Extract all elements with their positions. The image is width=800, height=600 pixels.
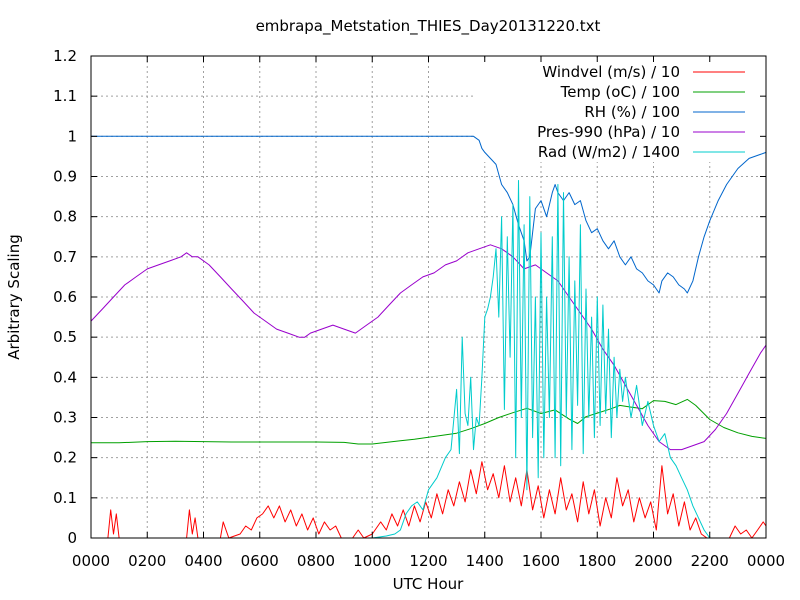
x-tick-label: 1600 xyxy=(522,552,560,570)
legend-label-temp: Temp (oC) / 100 xyxy=(560,83,680,101)
series-lines xyxy=(90,135,767,539)
y-tick-label: 0.6 xyxy=(53,288,77,306)
y-axis-title: Arbitrary Scaling xyxy=(5,234,23,360)
series-line-windvel xyxy=(91,461,767,539)
chart-title: embrapa_Metstation_THIES_Day20131220.txt xyxy=(256,17,601,36)
y-tick-label: 0.8 xyxy=(53,208,77,226)
series-line-pres990 xyxy=(90,244,767,451)
series-line-temp xyxy=(91,398,767,445)
legend-label-rad: Rad (W/m2) / 1400 xyxy=(538,143,680,161)
y-tick-label: 0.2 xyxy=(53,449,77,467)
x-tick-label: 0600 xyxy=(241,552,279,570)
x-tick-label: 1400 xyxy=(466,552,504,570)
y-tick-label: 0.5 xyxy=(53,328,77,346)
x-tick-label: 1000 xyxy=(353,552,391,570)
series-line-rad xyxy=(91,180,766,539)
x-tick-label: 0400 xyxy=(184,552,222,570)
x-axis-ticks: 0000 0200 0400 0600 0800 1000 1200 1400 1600 1800… xyxy=(72,56,785,570)
x-tick-label: 1200 xyxy=(409,552,447,570)
x-axis-title: UTC Hour xyxy=(393,575,464,593)
legend-label-pres990: Pres-990 (hPa) / 10 xyxy=(537,123,680,141)
y-tick-label: 1 xyxy=(67,127,77,145)
y-tick-label: 1.1 xyxy=(53,87,77,105)
x-tick-label: 0000 xyxy=(72,552,110,570)
y-tick-label: 0.4 xyxy=(53,368,77,386)
legend: Windvel (m/s) / 10 Temp (oC) / 100 RH (%) … xyxy=(537,63,745,161)
legend-label-rh: RH (%) / 100 xyxy=(584,103,680,121)
y-tick-label: 0.9 xyxy=(53,168,77,186)
x-tick-label: 0800 xyxy=(297,552,335,570)
series-line-rh xyxy=(91,135,767,294)
y-tick-label: 0 xyxy=(67,529,77,547)
x-tick-label: 2200 xyxy=(691,552,729,570)
legend-background xyxy=(476,60,764,162)
y-axis-ticks: 0 0.1 0.2 0.3 0.4 0.5 0.6 0.7 0.8 0.9 1 1.1 1.2 xyxy=(53,47,766,547)
x-tick-label: 2000 xyxy=(634,552,672,570)
x-tick-label: 0200 xyxy=(128,552,166,570)
y-tick-label: 1.2 xyxy=(53,47,77,65)
x-tick-label: 0000 xyxy=(747,552,785,570)
y-tick-label: 0.3 xyxy=(53,409,77,427)
legend-label-windvel: Windvel (m/s) / 10 xyxy=(542,63,680,81)
y-tick-label: 0.7 xyxy=(53,248,77,266)
y-tick-label: 0.1 xyxy=(53,489,77,507)
x-tick-label: 1800 xyxy=(578,552,616,570)
